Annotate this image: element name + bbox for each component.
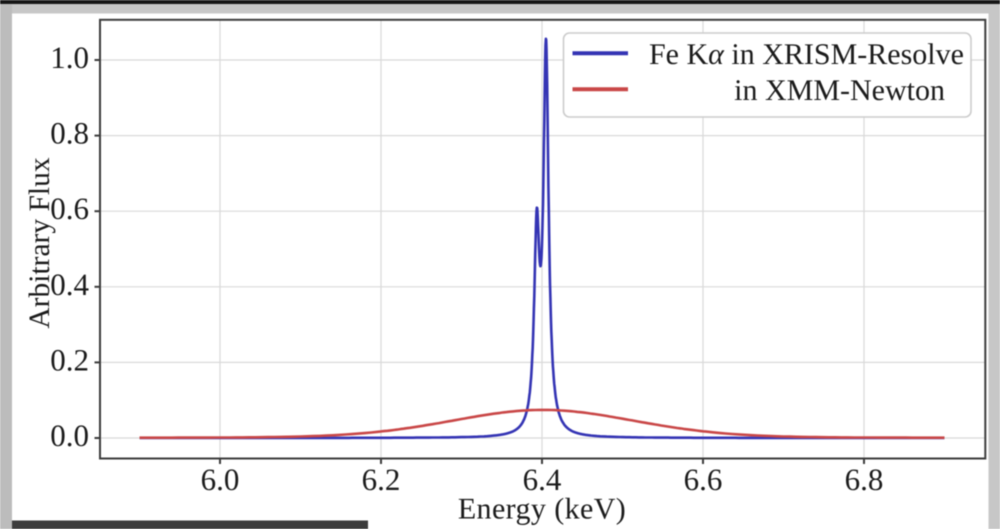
svg-text:Energy (keV): Energy (keV) [458, 493, 626, 526]
svg-text:6.6: 6.6 [684, 462, 723, 497]
svg-text:0.4: 0.4 [50, 267, 89, 302]
svg-text:0.6: 0.6 [50, 191, 89, 226]
svg-text:in XMM-Newton: in XMM-Newton [734, 74, 945, 107]
svg-text:0.0: 0.0 [50, 418, 89, 453]
svg-text:1.0: 1.0 [50, 40, 89, 75]
svg-text:Fe Kα in XRISM-Resolve: Fe Kα in XRISM-Resolve [649, 38, 964, 71]
svg-text:0.8: 0.8 [50, 116, 89, 151]
svg-text:Arbitrary Flux: Arbitrary Flux [24, 157, 56, 328]
svg-text:6.4: 6.4 [523, 462, 562, 497]
svg-text:6.0: 6.0 [201, 462, 240, 497]
svg-text:6.8: 6.8 [845, 462, 884, 497]
svg-text:6.2: 6.2 [362, 462, 401, 497]
svg-text:0.2: 0.2 [50, 342, 89, 377]
